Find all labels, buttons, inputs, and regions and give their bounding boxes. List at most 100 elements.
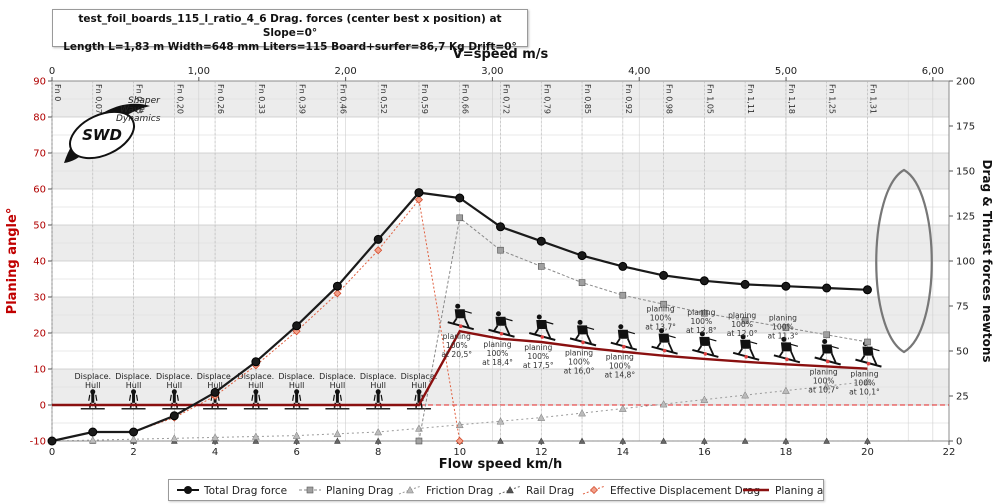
planing-surfer-head (699, 331, 705, 337)
fn-label: Fn 0,26 (216, 84, 225, 114)
point-friction-drag (618, 404, 627, 412)
point-displacement-drag (455, 437, 464, 445)
point-rail-drag (619, 437, 627, 444)
surfer-arm (299, 394, 302, 401)
point-rail-drag (578, 437, 586, 444)
y-right-tick-label: 200 (956, 77, 975, 88)
point-displacement-drag (333, 289, 342, 298)
surfer-head (253, 389, 259, 395)
planing-label: at 12,8° (686, 326, 717, 335)
point-planing-drag (864, 338, 871, 346)
planing-label: at 16,0° (564, 366, 595, 375)
planing-surfer-arm (546, 321, 554, 325)
x2-tick-label: 3,00 (481, 66, 503, 77)
surfer-arm (95, 394, 98, 401)
planing-surfer-leg (586, 334, 592, 344)
planing-surfer-body (658, 333, 670, 343)
point-friction-drag (374, 427, 383, 436)
displacement-label: Displace. (278, 372, 315, 381)
surfer-arm (414, 394, 417, 401)
y-left-tick-label: 10 (33, 365, 46, 376)
planing-surfer-head (822, 338, 828, 344)
x2-tick-label: 4,00 (628, 66, 650, 77)
y-left-tick-label: 40 (33, 257, 46, 268)
displacement-label: Displace. (197, 372, 234, 381)
planing-label: 100% (527, 352, 549, 361)
x-tick-label: 14 (616, 447, 629, 458)
point-rail-drag (864, 437, 871, 444)
point-total-drag (618, 261, 628, 271)
fn-label: Fn 0,52 (379, 84, 388, 114)
planing-surfer-body (536, 320, 548, 329)
y-right-tick-label: 25 (956, 392, 969, 403)
point-friction-drag (741, 391, 750, 399)
point-total-drag (496, 222, 505, 232)
planing-surfer-leg (830, 353, 837, 363)
point-friction-drag (333, 429, 342, 438)
x-tick-label: 10 (453, 447, 466, 458)
fn-label: Fn 0,07 (94, 84, 103, 114)
point-friction-drag (700, 395, 709, 403)
point-planing-drag (456, 214, 464, 222)
displacement-label: Displace. (156, 372, 193, 381)
surfer-arm (135, 394, 139, 401)
point-rail-drag (333, 437, 341, 444)
x-tick-label: 18 (780, 447, 793, 458)
y-left-tick-label: 20 (33, 329, 46, 340)
point-planing-drag (823, 331, 830, 339)
legend-label: Effective Displacement Drag (610, 485, 760, 497)
planing-label: at 11,3° (768, 331, 799, 340)
planing-surfer-arm (831, 345, 839, 350)
surfer-arm (292, 394, 295, 401)
legend-label: Planing Drag (326, 485, 393, 497)
series-friction-drag (51, 381, 868, 442)
displacement-label: Hull (126, 381, 142, 390)
surfer-glyphs: Displace.HullDisplace.HullDisplace.HullD… (74, 303, 882, 410)
planing-label: planing (810, 367, 838, 376)
surfer-arm (176, 394, 179, 401)
planing-surfer-leg (859, 355, 866, 363)
planing-surfer-arm (627, 331, 635, 335)
planing-surfer-leg (533, 328, 540, 336)
planing-label: at 20,5° (441, 350, 472, 359)
point-planing-drag (741, 317, 749, 324)
fn-label: Fn 0,46 (338, 84, 347, 114)
surfer-head (334, 389, 340, 395)
planing-surfer-leg (504, 325, 511, 336)
legend-item: Effective Displacement Drag (582, 485, 760, 497)
logo-text: Wave (120, 105, 145, 115)
surfer-arm (169, 394, 172, 401)
x-tick-label: 20 (861, 447, 874, 458)
point-planing-drag (660, 300, 667, 308)
y-right-axis-label: Drag & Thrust forces newtons (980, 159, 994, 362)
point-friction-drag (129, 435, 138, 443)
planing-label: at 17,5° (523, 361, 554, 370)
planing-label: at 12,0° (727, 329, 758, 338)
planing-surfer-arm (749, 341, 758, 345)
planing-label: 100% (568, 357, 590, 366)
point-displacement-drag (374, 246, 383, 255)
planing-surfer-head (781, 336, 787, 342)
planing-marker (540, 335, 545, 339)
point-total-drag (699, 276, 709, 286)
planing-surfer-head (659, 328, 665, 334)
x-tick-label: 22 (943, 447, 956, 458)
planing-surfer-arm (505, 318, 513, 322)
planing-surfer-body (617, 329, 629, 339)
point-total-drag (88, 427, 98, 437)
y-right-tick-label: 75 (956, 302, 969, 313)
point-rail-drag (782, 437, 790, 444)
fn-label: Fn 1,11 (746, 84, 755, 114)
planing-surfer-head (496, 311, 501, 317)
chart-title-box: test_foil_boards_115_l_ratio_4_6 Drag. f… (52, 9, 528, 53)
displacement-label: Displace. (74, 372, 111, 381)
point-friction-drag (537, 413, 546, 421)
y-right-tick-label: 0 (956, 437, 962, 448)
planing-surfer-body (740, 339, 752, 349)
planing-label: 100% (813, 376, 835, 385)
legend-marker (590, 486, 598, 494)
fn-label: Fn 0,72 (502, 84, 511, 114)
surfer-arm (88, 394, 91, 401)
point-rail-drag (700, 437, 708, 444)
planing-surfer-body (699, 336, 711, 346)
